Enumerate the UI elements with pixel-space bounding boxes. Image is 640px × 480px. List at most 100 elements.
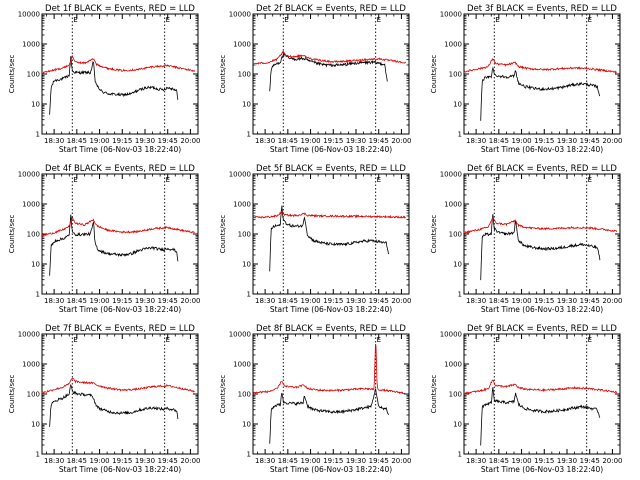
event-marker-label: E: [495, 336, 499, 344]
y-tick-label: 10: [31, 101, 40, 109]
series-line-lld: [252, 210, 406, 219]
panel-title: Det 9f BLACK = Events, RED = LLD: [467, 324, 617, 334]
series-line-events: [480, 66, 601, 121]
x-tick-label: 19:30: [135, 297, 155, 305]
series-line-events: [269, 205, 390, 272]
x-tick-label: 19:00: [89, 137, 109, 145]
panel-title: Det 3f BLACK = Events, RED = LLD: [467, 4, 617, 14]
x-tick-label: 19:00: [300, 137, 320, 145]
x-tick-label: 18:30: [255, 457, 275, 465]
x-tick-label: 18:45: [489, 457, 509, 465]
y-tick-label: 100: [27, 231, 40, 239]
x-tick-label: 19:45: [580, 297, 600, 305]
x-tick-label: 18:30: [44, 137, 64, 145]
x-tick-label: 20:00: [180, 457, 200, 465]
x-tick-label: 18:30: [466, 137, 486, 145]
series-line-events: [269, 387, 390, 444]
x-tick-label: 20:00: [391, 457, 411, 465]
y-tick-label: 1000: [444, 41, 462, 49]
y-tick-label: 1: [36, 131, 40, 139]
x-tick-label: 19:45: [158, 457, 178, 465]
panel-title: Det 6f BLACK = Events, RED = LLD: [467, 164, 617, 174]
panel-det-7: Det 7f BLACK = Events, RED = LLD 1 10 100 10…: [8, 324, 201, 474]
y-tick-label: 100: [238, 391, 251, 399]
x-tick-label: 20:00: [602, 137, 622, 145]
plot-frame: [41, 333, 199, 455]
y-tick-label: 10000: [18, 11, 40, 19]
series-line-events: [480, 214, 601, 281]
y-tick-label: 1: [247, 291, 251, 299]
x-tick-label: 18:30: [44, 297, 64, 305]
x-tick-label: 19:30: [346, 297, 366, 305]
event-marker-label: E: [588, 176, 592, 184]
event-marker-label: E: [73, 16, 77, 24]
x-tick-label: 20:00: [180, 137, 200, 145]
event-marker-label: E: [377, 336, 381, 344]
x-tick-label: 19:00: [511, 137, 531, 145]
y-axis-label: Counts/sec: [219, 215, 227, 254]
series-line-events: [480, 387, 601, 446]
x-tick-label: 19:00: [511, 297, 531, 305]
x-tick-label: 19:15: [112, 137, 132, 145]
y-tick-label: 10000: [440, 171, 462, 179]
x-tick-label: 19:30: [557, 457, 577, 465]
y-tick-label: 10000: [229, 171, 251, 179]
x-tick-label: 19:15: [112, 297, 132, 305]
x-tick-label: 18:30: [466, 297, 486, 305]
x-axis-label: Start Time (06-Nov-03 18:22:40): [270, 465, 392, 474]
panel-det-1: Det 1f BLACK = Events, RED = LLD 1 10 100 10…: [8, 4, 201, 154]
series-line-lld: [463, 58, 617, 74]
y-axis-label: Counts/sec: [430, 375, 438, 414]
panel-title: Det 7f BLACK = Events, RED = LLD: [45, 324, 195, 334]
y-tick-label: 1000: [22, 41, 40, 49]
x-axis-label: Start Time (06-Nov-03 18:22:40): [270, 145, 392, 154]
event-marker-label: E: [73, 176, 77, 184]
event-marker-label: E: [495, 176, 499, 184]
y-tick-label: 10000: [229, 11, 251, 19]
x-tick-label: 18:45: [67, 297, 87, 305]
series-line-events: [49, 214, 179, 276]
x-tick-label: 19:45: [369, 297, 389, 305]
event-marker-label: E: [588, 336, 592, 344]
panel-det-6: Det 6f BLACK = Events, RED = LLD 1 10 100 10…: [430, 164, 623, 314]
y-tick-label: 1: [247, 131, 251, 139]
panel-det-5: Det 5f BLACK = Events, RED = LLD 1 10 100 10…: [219, 164, 412, 314]
event-marker-label: E: [284, 16, 288, 24]
y-axis-label: Counts/sec: [219, 55, 227, 94]
event-marker-label: E: [166, 336, 170, 344]
y-tick-label: 1000: [22, 201, 40, 209]
plot-frame: [252, 173, 410, 295]
x-tick-label: 20:00: [391, 297, 411, 305]
x-tick-label: 18:30: [44, 457, 64, 465]
y-tick-label: 1000: [444, 361, 462, 369]
series-line-lld: [252, 343, 406, 395]
x-tick-label: 18:30: [255, 137, 275, 145]
y-tick-label: 10000: [229, 331, 251, 339]
series-line-events: [269, 52, 388, 92]
x-axis-label: Start Time (06-Nov-03 18:22:40): [481, 465, 603, 474]
x-tick-label: 18:45: [489, 137, 509, 145]
y-tick-label: 100: [27, 71, 40, 79]
y-tick-label: 10: [31, 261, 40, 269]
y-tick-label: 100: [449, 391, 462, 399]
x-axis-label: Start Time (06-Nov-03 18:22:40): [59, 465, 181, 474]
x-tick-label: 18:30: [466, 457, 486, 465]
panel-title: Det 4f BLACK = Events, RED = LLD: [45, 164, 195, 174]
y-tick-label: 10000: [18, 171, 40, 179]
x-tick-label: 19:45: [369, 137, 389, 145]
panel-title: Det 8f BLACK = Events, RED = LLD: [256, 324, 406, 334]
y-tick-label: 1: [458, 291, 462, 299]
y-tick-label: 100: [449, 71, 462, 79]
y-tick-label: 1: [458, 451, 462, 459]
panel-title: Det 5f BLACK = Events, RED = LLD: [256, 164, 406, 174]
x-tick-label: 20:00: [180, 297, 200, 305]
y-tick-label: 1: [36, 291, 40, 299]
y-tick-label: 10: [453, 421, 462, 429]
y-axis-label: Counts/sec: [430, 55, 438, 94]
y-tick-label: 1: [247, 451, 251, 459]
x-tick-label: 20:00: [602, 297, 622, 305]
y-axis-label: Counts/sec: [219, 375, 227, 414]
y-tick-label: 10000: [18, 331, 40, 339]
x-tick-label: 20:00: [391, 137, 411, 145]
